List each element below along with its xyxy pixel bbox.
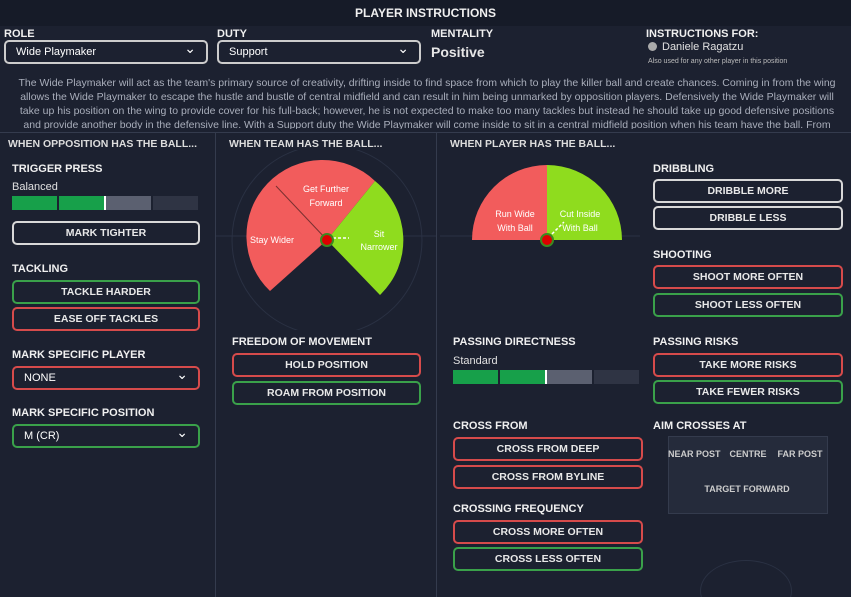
pitch-line — [700, 560, 792, 597]
divider — [0, 132, 851, 133]
wedge-label: Stay Wider — [250, 235, 294, 245]
section-label: MARK SPECIFIC PLAYER — [12, 349, 146, 361]
instruction-button[interactable]: EASE OFF TACKLES — [12, 307, 200, 331]
page-title: PLAYER INSTRUCTIONS — [355, 6, 496, 20]
section-label: FREEDOM OF MOVEMENT — [232, 336, 372, 348]
instruction-button[interactable]: TAKE MORE RISKS — [653, 353, 843, 377]
cross-target[interactable]: TARGET FORWARD — [704, 484, 790, 494]
cross-target[interactable]: NEAR POST — [668, 449, 721, 459]
instruction-button[interactable]: CROSS FROM DEEP — [453, 437, 643, 461]
section-label: CROSS FROM — [453, 420, 528, 432]
wedge-divider — [275, 185, 328, 241]
column-heading: WHEN TEAM HAS THE BALL... — [229, 138, 383, 150]
cross-target[interactable]: CENTRE — [729, 449, 767, 459]
instruction-button[interactable]: TACKLE HARDER — [12, 280, 200, 304]
instruction-button[interactable]: MARK TIGHTER — [12, 221, 200, 245]
section-label: TACKLING — [12, 263, 69, 275]
player-icon — [648, 42, 657, 51]
instruction-button[interactable]: TAKE FEWER RISKS — [653, 380, 843, 404]
instruction-button[interactable]: SHOOT MORE OFTEN — [653, 265, 843, 289]
wedge[interactable] — [327, 181, 404, 295]
wedge-label: With Ball — [562, 223, 598, 233]
section-label: DRIBBLING — [653, 163, 715, 175]
mark-position-dropdown[interactable]: M (CR) — [12, 422, 200, 448]
divider — [436, 132, 437, 597]
instructions-for-label: INSTRUCTIONS FOR: — [646, 28, 759, 40]
duty-dropdown[interactable]: Support — [217, 38, 421, 64]
role-description: The Wide Playmaker will act as the team'… — [18, 77, 836, 129]
slider-value: Balanced — [12, 181, 58, 193]
instruction-button[interactable]: SHOOT LESS OFTEN — [653, 293, 843, 317]
wedge-label: Cut Inside — [560, 209, 601, 219]
wedge-label: Run Wide — [495, 209, 535, 219]
wedge[interactable] — [246, 159, 375, 291]
player-name[interactable]: Daniele Ragatzu — [662, 41, 744, 53]
mentality-value: Positive — [431, 44, 485, 60]
section-label: AIM CROSSES AT — [653, 420, 747, 432]
section-label: PASSING RISKS — [653, 336, 739, 348]
column-heading: WHEN OPPOSITION HAS THE BALL... — [8, 138, 198, 150]
section-label: CROSSING FREQUENCY — [453, 503, 584, 515]
wedge-label: Narrower — [360, 242, 397, 252]
instruction-button[interactable]: CROSS LESS OFTEN — [453, 547, 643, 571]
arrow — [551, 221, 565, 235]
role-dropdown[interactable]: Wide Playmaker — [4, 38, 208, 64]
cross-target[interactable]: FAR POST — [777, 449, 823, 459]
instruction-button[interactable]: CROSS MORE OFTEN — [453, 520, 643, 544]
header-bar — [0, 0, 851, 26]
wedge-label: Get Further — [303, 184, 349, 194]
slider-value: Standard — [453, 355, 498, 367]
player-note: Also used for any other player in this p… — [648, 58, 788, 65]
instruction-button[interactable]: CROSS FROM BYLINE — [453, 465, 643, 489]
wedge[interactable] — [547, 165, 622, 240]
wedge-label: Forward — [309, 198, 342, 208]
instruction-button[interactable]: DRIBBLE MORE — [653, 179, 843, 203]
section-label: PASSING DIRECTNESS — [453, 336, 576, 348]
wedge[interactable] — [472, 165, 547, 240]
mark-player-dropdown[interactable]: NONE — [12, 364, 200, 390]
column-heading: WHEN PLAYER HAS THE BALL... — [450, 138, 616, 150]
role-label: ROLE — [4, 28, 35, 40]
player-dot — [320, 233, 334, 247]
section-label: TRIGGER PRESS — [12, 163, 103, 175]
instruction-button[interactable]: ROAM FROM POSITION — [232, 381, 421, 405]
duty-label: DUTY — [217, 28, 247, 40]
cross-target-box — [668, 436, 828, 514]
section-label: SHOOTING — [653, 249, 712, 261]
section-label: MARK SPECIFIC POSITION — [12, 407, 155, 419]
instruction-button[interactable]: DRIBBLE LESS — [653, 206, 843, 230]
slider[interactable] — [12, 196, 198, 210]
wedge-label: With Ball — [497, 223, 533, 233]
instruction-button[interactable]: HOLD POSITION — [232, 353, 421, 377]
divider — [215, 132, 216, 597]
pitch-line — [231, 150, 423, 330]
player-ball-diagram: Run Wide With Ball Cut Inside With Ball — [440, 165, 640, 247]
slider[interactable] — [453, 370, 639, 384]
mentality-label: MENTALITY — [431, 28, 494, 40]
team-ball-diagram: Get Further Forward Stay Wider Sit Narro… — [216, 150, 436, 330]
wedge-label: Sit — [374, 229, 385, 239]
player-dot — [540, 233, 554, 247]
